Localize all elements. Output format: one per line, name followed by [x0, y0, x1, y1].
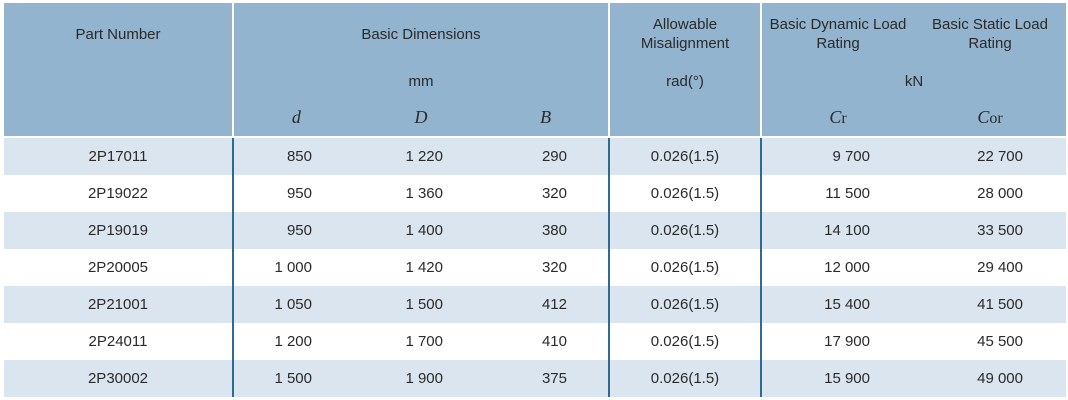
cell-width-B: 320 — [541, 259, 567, 276]
basic-dimensions-label-text: Basic Dimensions — [361, 25, 481, 43]
cell-dynamic-load-rating: 11 500 — [760, 175, 913, 212]
dimension-symbols-row: d D B — [234, 98, 608, 136]
cell-outer-diameter-D: 1 400 — [405, 222, 443, 239]
symbol-d-text: d — [291, 106, 301, 127]
cell-part-number: 2P20005 — [87, 259, 149, 276]
header-col-misalignment: Allowable Misalignment rad(°) — [608, 3, 760, 136]
cell-static-load-rating: 41 500 — [977, 296, 1023, 313]
unit-mm-text: mm — [408, 73, 434, 90]
unit-mm: mm — [234, 65, 608, 98]
part-number-label: Part Number — [4, 3, 232, 65]
cell-static-load-rating: 45 500 — [977, 333, 1023, 350]
dynamic-load-rating-label: Basic Dynamic Load Rating — [762, 3, 914, 65]
cell-width-B: 290 — [541, 148, 567, 165]
cell-part-number: 2P21001 — [87, 296, 149, 313]
cell-width-B: 380 — [541, 222, 567, 239]
cell-part-number: 2P19022 — [87, 185, 149, 202]
cell-misalignment: 0.026(1.5) — [608, 323, 760, 360]
symbol-B-text: B — [540, 106, 552, 127]
symbol-cr-C: C — [829, 106, 842, 127]
cell-part-number: 2P24011 — [88, 333, 148, 350]
rating-symbols-row: Cr Cor — [762, 98, 1066, 136]
symbol-cr-suffix: r — [841, 109, 847, 127]
static-load-rating-label-text: Basic Static Load Rating — [932, 16, 1048, 52]
cell-width-B: 375 — [541, 370, 567, 387]
cell-bore-diameter-d: 1 050 — [232, 286, 358, 323]
cell-misalignment: 0.026(1.5) — [608, 360, 760, 397]
cell-bore-diameter-d: 950 — [232, 175, 358, 212]
table-row: 2P20005 1 000 1 420 320 0.026(1.5) 12 00… — [4, 249, 1066, 286]
bearing-spec-table: Part Number Basic Dimensions mm d D B Al… — [4, 3, 1066, 397]
cell-dynamic-load-rating: 15 400 — [760, 286, 913, 323]
cell-static-load-rating: 28 000 — [977, 185, 1023, 202]
cell-dynamic-load-rating: 17 900 — [760, 323, 913, 360]
cell-dynamic-load-rating: 9 700 — [760, 138, 913, 175]
symbol-cor: Cor — [914, 107, 1066, 128]
table-row: 2P21001 1 050 1 500 412 0.026(1.5) 15 40… — [4, 286, 1066, 323]
cell-width-B: 412 — [541, 296, 567, 313]
misalignment-label: Allowable Misalignment — [610, 3, 760, 65]
cell-static-load-rating: 29 400 — [977, 259, 1023, 276]
cell-part-number: 2P30002 — [87, 370, 149, 387]
unit-kn: kN — [762, 65, 1066, 98]
cell-misalignment: 0.026(1.5) — [608, 286, 760, 323]
table-row: 2P19019 950 1 400 380 0.026(1.5) 14 100 … — [4, 212, 1066, 249]
load-rating-labels: Basic Dynamic Load Rating Basic Static L… — [762, 3, 1066, 65]
cell-part-number: 2P19019 — [87, 222, 149, 239]
basic-dimensions-label: Basic Dimensions — [234, 3, 608, 65]
unit-rad-text: rad(°) — [666, 73, 704, 90]
part-number-label-text: Part Number — [75, 25, 161, 43]
cell-outer-diameter-D: 1 900 — [405, 370, 443, 387]
unit-kn-text: kN — [904, 73, 924, 90]
symbol-cr: Cr — [762, 107, 914, 128]
cell-misalignment: 0.026(1.5) — [608, 212, 760, 249]
cell-width-B: 410 — [541, 333, 567, 350]
cell-outer-diameter-D: 1 220 — [405, 148, 443, 165]
table-header: Part Number Basic Dimensions mm d D B Al… — [4, 3, 1066, 136]
table-row: 2P19022 950 1 360 320 0.026(1.5) 11 500 … — [4, 175, 1066, 212]
cell-misalignment: 0.026(1.5) — [608, 175, 760, 212]
symbol-d: d — [234, 107, 359, 128]
dynamic-load-rating-label-text: Basic Dynamic Load Rating — [769, 16, 907, 52]
symbol-cor-suffix: or — [989, 109, 1003, 127]
header-col-part-number: Part Number — [4, 3, 232, 136]
symbol-D: D — [359, 107, 484, 128]
header-col-basic-dimensions: Basic Dimensions mm d D B — [232, 3, 608, 136]
header-col-load-ratings: Basic Dynamic Load Rating Basic Static L… — [760, 3, 1066, 136]
symbol-D-text: D — [414, 106, 428, 127]
cell-static-load-rating: 33 500 — [977, 222, 1023, 239]
cell-dynamic-load-rating: 14 100 — [760, 212, 913, 249]
cell-width-B: 320 — [541, 185, 567, 202]
cell-outer-diameter-D: 1 500 — [405, 296, 443, 313]
cell-outer-diameter-D: 1 420 — [405, 259, 443, 276]
table-row: 2P17011 850 1 220 290 0.026(1.5) 9 700 2… — [4, 138, 1066, 175]
table-body: 2P17011 850 1 220 290 0.026(1.5) 9 700 2… — [4, 138, 1066, 397]
cell-dynamic-load-rating: 15 900 — [760, 360, 913, 397]
cell-part-number: 2P17011 — [88, 148, 148, 165]
cell-outer-diameter-D: 1 700 — [405, 333, 443, 350]
cell-bore-diameter-d: 1 200 — [232, 323, 358, 360]
cell-bore-diameter-d: 1 000 — [232, 249, 358, 286]
cell-static-load-rating: 49 000 — [977, 370, 1023, 387]
symbol-B: B — [483, 107, 608, 128]
cell-outer-diameter-D: 1 360 — [405, 185, 443, 202]
cell-static-load-rating: 22 700 — [977, 148, 1023, 165]
cell-misalignment: 0.026(1.5) — [608, 138, 760, 175]
cell-bore-diameter-d: 950 — [232, 212, 358, 249]
symbol-cor-C: C — [977, 106, 990, 127]
table-row: 2P30002 1 500 1 900 375 0.026(1.5) 15 90… — [4, 360, 1066, 397]
unit-rad: rad(°) — [610, 65, 760, 98]
static-load-rating-label: Basic Static Load Rating — [914, 3, 1066, 65]
table-row: 2P24011 1 200 1 700 410 0.026(1.5) 17 90… — [4, 323, 1066, 360]
cell-bore-diameter-d: 1 500 — [232, 360, 358, 397]
cell-dynamic-load-rating: 12 000 — [760, 249, 913, 286]
misalignment-label-text: Allowable Misalignment — [640, 16, 730, 52]
cell-bore-diameter-d: 850 — [232, 138, 358, 175]
cell-misalignment: 0.026(1.5) — [608, 249, 760, 286]
